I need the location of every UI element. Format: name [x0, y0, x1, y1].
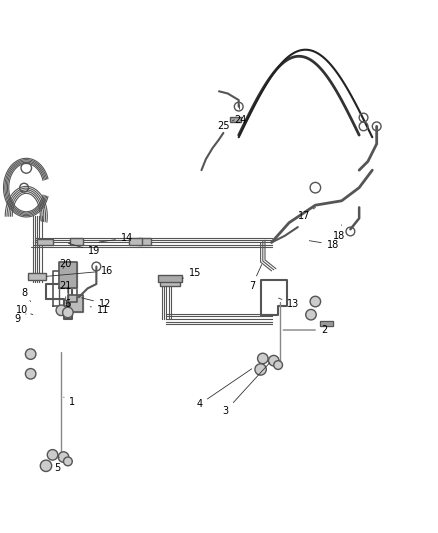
Text: 14: 14	[99, 233, 133, 243]
Bar	[230, 117, 241, 122]
Text: 10: 10	[16, 305, 33, 316]
Text: 19: 19	[68, 243, 100, 256]
Text: 8: 8	[21, 288, 31, 302]
Text: 12: 12	[81, 298, 111, 309]
Text: 1: 1	[64, 397, 75, 407]
Bar	[70, 238, 83, 246]
Text: 25: 25	[217, 120, 234, 131]
Text: 24: 24	[235, 105, 247, 125]
Bar	[158, 275, 182, 282]
Circle shape	[310, 296, 321, 307]
Circle shape	[306, 310, 316, 320]
Text: 13: 13	[279, 298, 300, 309]
Text: 7: 7	[249, 265, 261, 291]
Text: 11: 11	[90, 305, 109, 316]
Text: 2: 2	[283, 325, 327, 335]
Circle shape	[64, 457, 72, 466]
Text: 16: 16	[46, 266, 113, 276]
Text: 5: 5	[54, 457, 60, 473]
Circle shape	[63, 307, 73, 318]
Text: 20: 20	[60, 260, 72, 269]
Bar	[129, 238, 142, 246]
Text: 17: 17	[298, 207, 315, 221]
Circle shape	[40, 460, 52, 472]
Text: 6: 6	[65, 287, 71, 309]
Text: 3: 3	[223, 363, 270, 416]
Circle shape	[274, 361, 283, 369]
Circle shape	[25, 368, 36, 379]
Bar	[160, 278, 180, 286]
Bar	[37, 239, 53, 246]
Text: 15: 15	[182, 268, 201, 279]
Polygon shape	[59, 262, 77, 288]
Circle shape	[258, 353, 268, 364]
Bar	[138, 238, 151, 246]
Polygon shape	[320, 321, 333, 326]
Text: 18: 18	[309, 240, 339, 249]
Circle shape	[268, 356, 279, 366]
Bar	[28, 273, 46, 280]
Text: 18: 18	[333, 225, 346, 241]
Circle shape	[56, 305, 67, 316]
Text: 9: 9	[14, 314, 26, 324]
Circle shape	[25, 349, 36, 359]
Text: 21: 21	[60, 281, 72, 301]
Circle shape	[47, 449, 58, 460]
Polygon shape	[68, 295, 83, 312]
Circle shape	[255, 364, 266, 375]
Text: 4: 4	[196, 369, 252, 409]
Circle shape	[58, 452, 69, 462]
